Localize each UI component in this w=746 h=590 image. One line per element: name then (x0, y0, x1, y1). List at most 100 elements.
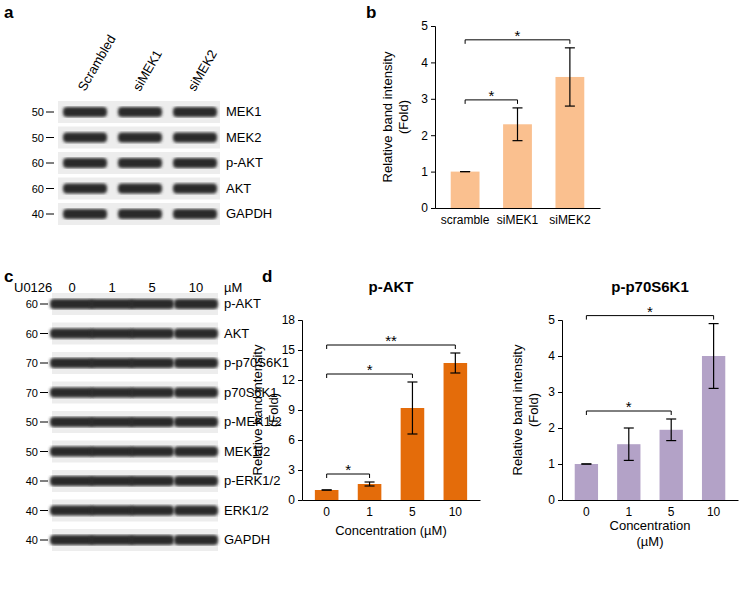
tick-label: siMEK2 (549, 213, 591, 227)
tick-label: 15 (282, 343, 296, 357)
error-bar (407, 382, 417, 434)
error-cap (365, 485, 375, 486)
error-cap (565, 47, 575, 48)
tick-label: 4 (548, 349, 555, 363)
y-axis-title: Relative band intensity (250, 344, 265, 475)
tick: 10 (707, 500, 721, 519)
marker-label: 40 (26, 475, 38, 487)
tick: 0 (548, 493, 562, 507)
marker-label: 70 (26, 387, 38, 399)
marker-dash (46, 112, 54, 113)
lane-label: siMEK2 (185, 47, 220, 93)
blot-band (63, 184, 107, 194)
blot-band (63, 209, 107, 219)
blot-band (50, 358, 94, 368)
error-bar (581, 464, 591, 465)
error-cap (322, 489, 332, 490)
tick: siMEK2 (549, 208, 591, 227)
blot-band (130, 417, 174, 427)
marker-dash (40, 451, 48, 452)
tick-label: 4 (421, 56, 428, 70)
tick: 5 (409, 500, 416, 519)
row-label: p-AKT (226, 155, 263, 170)
blot-band (174, 358, 218, 368)
error-bar (365, 482, 375, 486)
tick: 0 (421, 201, 435, 215)
error-line (569, 48, 570, 106)
blot-band (130, 388, 174, 398)
blot: ScrambledsiMEK1siMEK250MEK150MEK260p-AKT… (32, 32, 272, 225)
significance-label: * (515, 27, 521, 44)
axis-line (303, 500, 481, 501)
y-axis: 012345 (421, 19, 435, 215)
y-axis-title: Relative band intensity (510, 344, 525, 475)
blot-band (50, 299, 94, 309)
blot-band (90, 476, 134, 486)
tick: 1 (625, 500, 632, 519)
tick-label: 3 (548, 385, 555, 399)
y-axis: 012345 (548, 313, 562, 507)
tick-label: 0 (583, 505, 590, 519)
tick-label: 10 (449, 505, 463, 519)
blot-band (130, 476, 174, 486)
x-axis: scramblesiMEK1siMEK2 (436, 208, 601, 227)
tick-mark (431, 62, 435, 63)
blot-band (174, 476, 218, 486)
blot-band (63, 107, 107, 117)
axis-line (431, 27, 436, 209)
tick-mark (558, 356, 562, 357)
marker-label: 40 (26, 505, 38, 517)
marker-label: 40 (32, 208, 44, 220)
axis-line (436, 208, 601, 209)
error-bar (709, 324, 719, 389)
blot-band (174, 329, 218, 339)
blot-band (130, 329, 174, 339)
error-bar (322, 490, 332, 491)
unit-label: µM (224, 280, 242, 295)
error-cap (460, 171, 470, 172)
tick-label: 0 (323, 505, 330, 519)
blot-band (50, 535, 94, 545)
lane-label: Scrambled (75, 32, 119, 93)
blot-band (90, 299, 134, 309)
tick-label: 1 (625, 505, 632, 519)
marker-label: 50 (32, 106, 44, 118)
tick: 5 (668, 500, 675, 519)
blot-band (130, 299, 174, 309)
x-axis-title: Concentration (610, 518, 691, 533)
bar (444, 363, 468, 500)
error-line (628, 428, 629, 460)
tick-label: 1 (421, 165, 428, 179)
significance-label: ** (385, 332, 397, 349)
error-cap (709, 388, 719, 389)
tick-label: 2 (548, 421, 555, 435)
blot: U012601510µM60p-AKT60AKT70p-p70S6K170p70… (14, 280, 289, 551)
error-cap (513, 107, 523, 108)
tick: 4 (421, 56, 435, 70)
tick-label: 5 (548, 313, 555, 327)
tick: 3 (421, 92, 435, 106)
tick-mark (431, 172, 435, 173)
tick: 0 (583, 500, 590, 519)
blot-band (90, 535, 134, 545)
row-label: GAPDH (224, 532, 270, 547)
tick-label: 5 (421, 19, 428, 33)
marker-label: 40 (26, 534, 38, 546)
tick-mark (298, 470, 302, 471)
error-cap (407, 381, 417, 382)
y-axis-title: (Fold) (526, 393, 541, 427)
lane-label: 1 (108, 280, 115, 295)
error-bar (513, 108, 523, 141)
error-cap (365, 481, 375, 482)
error-bar (460, 171, 470, 172)
tick-mark (298, 500, 302, 501)
y-axis-title: (Fold) (396, 100, 411, 134)
panel-label: b (366, 3, 376, 22)
marker-label: 60 (32, 157, 44, 169)
blot-band (130, 506, 174, 516)
blot-strip (58, 178, 220, 200)
bar (315, 490, 339, 500)
blot-band (50, 476, 94, 486)
error-cap (322, 489, 332, 490)
row-label: AKT (224, 326, 249, 341)
